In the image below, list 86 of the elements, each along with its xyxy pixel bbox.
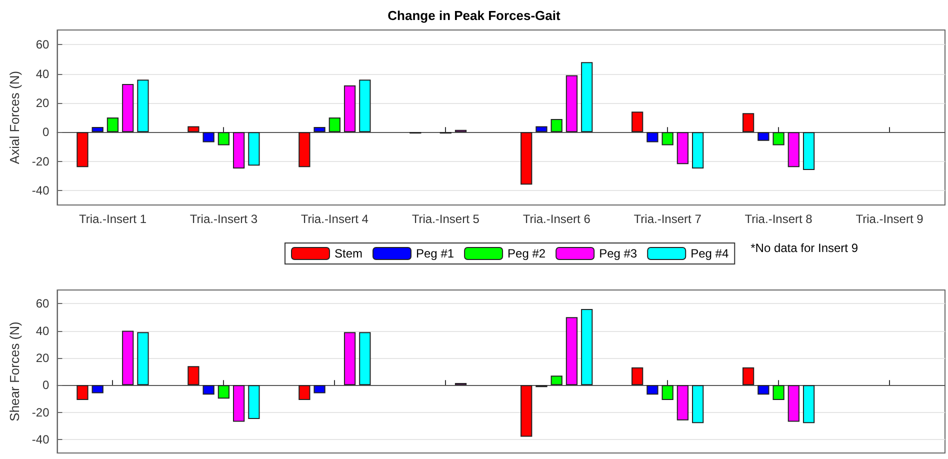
y-tick-label: 20: [36, 350, 50, 365]
y-tick-label: 0: [42, 378, 50, 392]
x-tick-label: Tria.-Insert 7: [634, 212, 702, 226]
bar: [662, 132, 674, 146]
y-tick-label: -40: [32, 183, 50, 198]
bar: [676, 385, 689, 420]
x-tick-label: Tria.-Insert 6: [522, 212, 591, 226]
bar: [106, 118, 119, 132]
bar: [788, 385, 800, 422]
y-tick-label: 60: [36, 296, 50, 311]
bar: [218, 385, 230, 399]
y-tick-label: 0: [42, 125, 50, 140]
bar: [632, 112, 644, 132]
bar: [788, 132, 800, 168]
legend-label: Peg #3: [599, 246, 638, 260]
bar: [248, 385, 260, 420]
bar: [742, 367, 754, 386]
bar: [581, 62, 593, 132]
bar: [646, 385, 658, 395]
bar: [359, 332, 371, 386]
bar: [581, 309, 593, 386]
y-axis-title: Shear Forces (N): [7, 322, 22, 422]
bar: [202, 385, 214, 395]
legend-label: Peg #2: [508, 246, 546, 260]
x-tick-label: Tria.-Insert 8: [744, 212, 813, 226]
bar: [520, 132, 532, 185]
bar: [76, 385, 88, 400]
bar: [137, 80, 149, 132]
bar: [188, 366, 200, 386]
x-tick-label: Tria.-Insert 1: [78, 212, 147, 226]
bar: [536, 126, 548, 132]
bar: [92, 385, 104, 394]
bar: [218, 132, 230, 146]
bar: [233, 385, 245, 422]
bar: [233, 132, 245, 169]
y-tick-label: -20: [32, 154, 50, 168]
bar: [550, 118, 562, 132]
bar: [676, 132, 689, 164]
bar: [550, 376, 562, 386]
bar: [76, 132, 88, 168]
bar: [344, 85, 356, 132]
text: *No data for Insert 9: [750, 241, 858, 255]
chart-title: Change in Peak Forces-Gait: [388, 8, 561, 23]
bar: [298, 132, 310, 168]
bar: [520, 385, 532, 437]
bar: [692, 385, 704, 424]
bar: [566, 75, 578, 132]
bar: [248, 132, 260, 166]
bar: [92, 126, 104, 132]
bar: [122, 330, 134, 386]
bar: [632, 367, 644, 386]
bar: [359, 80, 371, 132]
bar: [758, 132, 770, 141]
y-tick-label: 40: [36, 66, 50, 81]
y-tick-label: 60: [36, 38, 50, 52]
y-tick-label: 40: [36, 324, 50, 338]
bar: [662, 385, 674, 400]
bar: [772, 132, 784, 146]
bar: [692, 132, 704, 169]
legend-label: Peg #1: [416, 246, 454, 260]
bar: [314, 126, 326, 132]
bar: [314, 385, 326, 394]
legend-label: Peg #4: [690, 246, 729, 260]
x-tick-label: Tria.-Insert 4: [300, 212, 369, 226]
bar: [758, 385, 770, 395]
y-axis-title: Axial Forces (N): [7, 70, 22, 164]
y-tick-label: -40: [32, 432, 50, 446]
x-tick-label: Tria.-Insert 5: [412, 212, 480, 226]
bar: [742, 113, 754, 132]
bar: [772, 385, 784, 400]
bar: [646, 132, 658, 142]
legend-label: Stem: [334, 246, 363, 260]
x-tick-label: Tria.-Insert 3: [190, 212, 258, 226]
bar: [137, 332, 149, 386]
y-tick-label: -20: [32, 405, 50, 420]
y-tick-label: 20: [36, 96, 50, 110]
x-tick-label: Tria.-Insert 9: [856, 212, 924, 226]
bar: [122, 84, 134, 132]
bar: [566, 317, 578, 386]
bar: [188, 126, 200, 132]
bar: [328, 118, 340, 132]
bar: [802, 132, 815, 170]
bar: [298, 385, 310, 400]
bar: [802, 385, 815, 424]
bar: [202, 132, 214, 142]
bar: [344, 332, 356, 386]
